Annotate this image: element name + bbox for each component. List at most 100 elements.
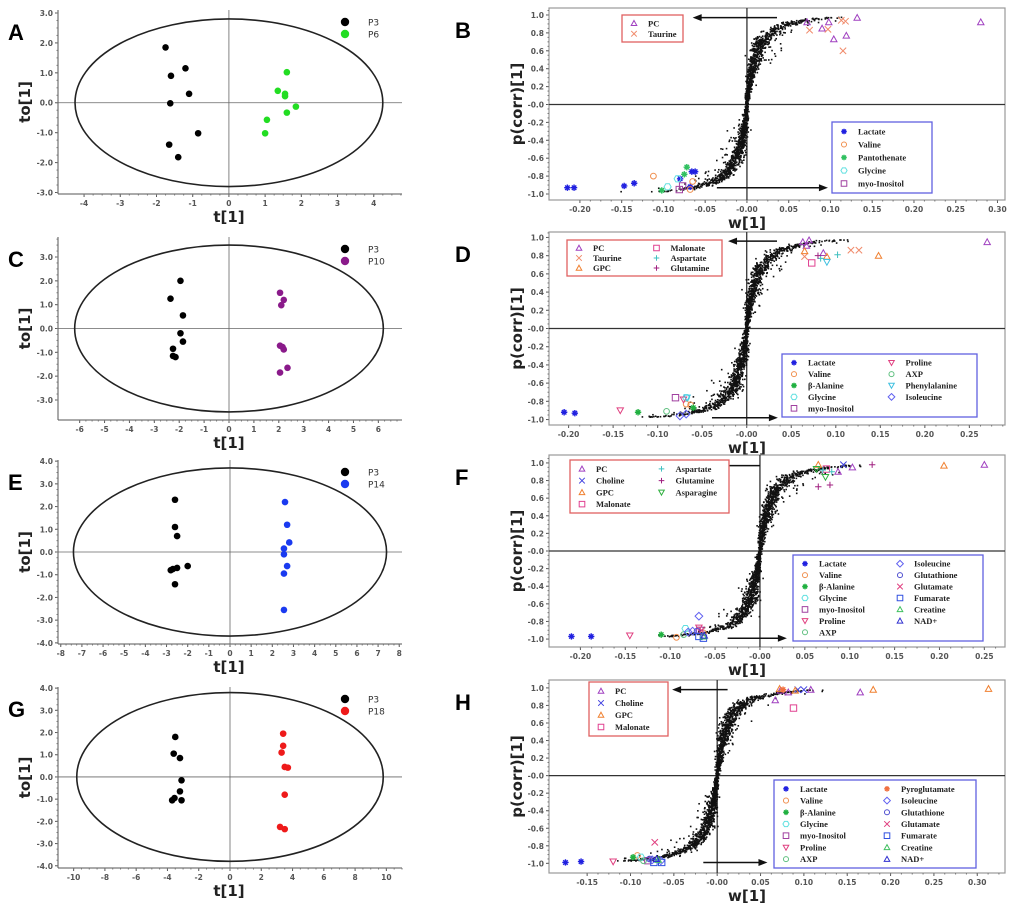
y-tick-label: 1.0 xyxy=(40,301,53,310)
variable-point xyxy=(657,415,659,418)
variable-point xyxy=(750,584,753,587)
x-tick-label: 0.20 xyxy=(905,205,924,214)
variable-point xyxy=(721,399,723,402)
variable-point xyxy=(742,139,744,142)
variable-point xyxy=(762,30,765,33)
variable-point xyxy=(659,415,662,418)
y-tick-label: -0.0 xyxy=(528,100,544,109)
variable-point xyxy=(749,342,751,345)
variable-point xyxy=(741,610,744,613)
variable-point xyxy=(727,177,730,179)
y-tick-label: 0.8 xyxy=(531,29,544,38)
variable-point xyxy=(753,50,755,53)
variable-point xyxy=(739,378,741,381)
variable-point xyxy=(756,52,759,54)
variable-point xyxy=(820,244,822,246)
variable-point xyxy=(785,23,787,26)
variable-point xyxy=(751,271,754,274)
variable-point xyxy=(723,386,725,388)
variable-point xyxy=(752,54,755,57)
variable-point xyxy=(736,371,739,374)
variable-point xyxy=(770,34,773,37)
score-point-p3 xyxy=(167,295,174,303)
variable-point xyxy=(797,475,800,478)
variable-point xyxy=(740,140,742,143)
variable-point xyxy=(766,43,769,45)
variable-point xyxy=(755,37,757,39)
legend-label: Valine xyxy=(858,140,881,150)
metabolite-point-aspartate xyxy=(817,255,824,262)
variable-point xyxy=(737,143,740,145)
score-point-p3 xyxy=(177,277,184,285)
variable-point xyxy=(679,413,681,415)
variable-point xyxy=(735,358,738,361)
variable-point xyxy=(731,387,734,390)
variable-point xyxy=(672,634,675,637)
variable-point xyxy=(737,151,740,153)
variable-point xyxy=(769,480,772,483)
variable-point xyxy=(741,375,744,378)
variable-point xyxy=(738,386,741,388)
variable-point xyxy=(777,479,780,482)
variable-point xyxy=(696,185,698,187)
variable-point xyxy=(747,326,749,329)
metabolite-point-valine xyxy=(689,178,697,185)
variable-point xyxy=(739,142,741,144)
variable-point xyxy=(758,40,761,43)
variable-point xyxy=(757,64,760,66)
variable-point xyxy=(692,396,695,398)
variable-point xyxy=(687,410,690,413)
variable-point xyxy=(736,156,739,158)
y-axis-label: p(corr)[1] xyxy=(508,63,526,146)
variable-point xyxy=(750,84,752,87)
variable-point xyxy=(742,332,745,335)
variable-point xyxy=(780,49,783,52)
variable-point xyxy=(748,313,750,315)
variable-point xyxy=(762,45,765,47)
variable-point xyxy=(668,415,671,418)
variable-point xyxy=(742,339,745,342)
variable-point xyxy=(752,578,755,581)
y-tick-label: -1.0 xyxy=(528,416,544,425)
variable-point xyxy=(778,267,781,270)
metabolite-point-lactate xyxy=(676,175,684,182)
variable-point xyxy=(782,21,785,24)
variable-point xyxy=(797,20,800,23)
variable-point xyxy=(759,47,762,49)
variable-point xyxy=(795,24,797,26)
variable-point xyxy=(657,187,660,190)
variable-point xyxy=(706,389,708,392)
y-tick-label: -4.0 xyxy=(37,639,53,648)
variable-point xyxy=(744,360,747,363)
variable-point xyxy=(757,44,760,47)
variable-point xyxy=(751,69,754,72)
variable-point xyxy=(712,394,715,396)
variable-point xyxy=(746,100,748,102)
variable-point xyxy=(720,169,723,171)
variable-point xyxy=(759,281,761,284)
metabolite-point-taurine xyxy=(847,246,855,254)
variable-point xyxy=(729,169,732,172)
variable-point xyxy=(741,341,744,344)
variable-point xyxy=(749,71,752,74)
variable-point xyxy=(743,364,746,367)
variable-point xyxy=(750,304,752,307)
variable-point xyxy=(757,560,759,563)
variable-point xyxy=(750,281,753,283)
variable-point xyxy=(740,367,743,369)
legend-marker xyxy=(840,167,848,174)
variable-point xyxy=(740,371,742,373)
panel-letter: D xyxy=(455,242,471,267)
variable-point xyxy=(808,20,810,22)
variable-point xyxy=(716,175,719,178)
variable-point xyxy=(744,336,746,339)
variable-point xyxy=(748,63,750,65)
variable-point xyxy=(698,409,700,412)
variable-point xyxy=(753,274,756,277)
variable-point xyxy=(774,39,776,42)
variable-point xyxy=(736,361,738,364)
variable-point xyxy=(705,402,707,404)
variable-point xyxy=(764,35,766,38)
legend-marker xyxy=(790,371,798,378)
variable-point xyxy=(757,280,759,283)
